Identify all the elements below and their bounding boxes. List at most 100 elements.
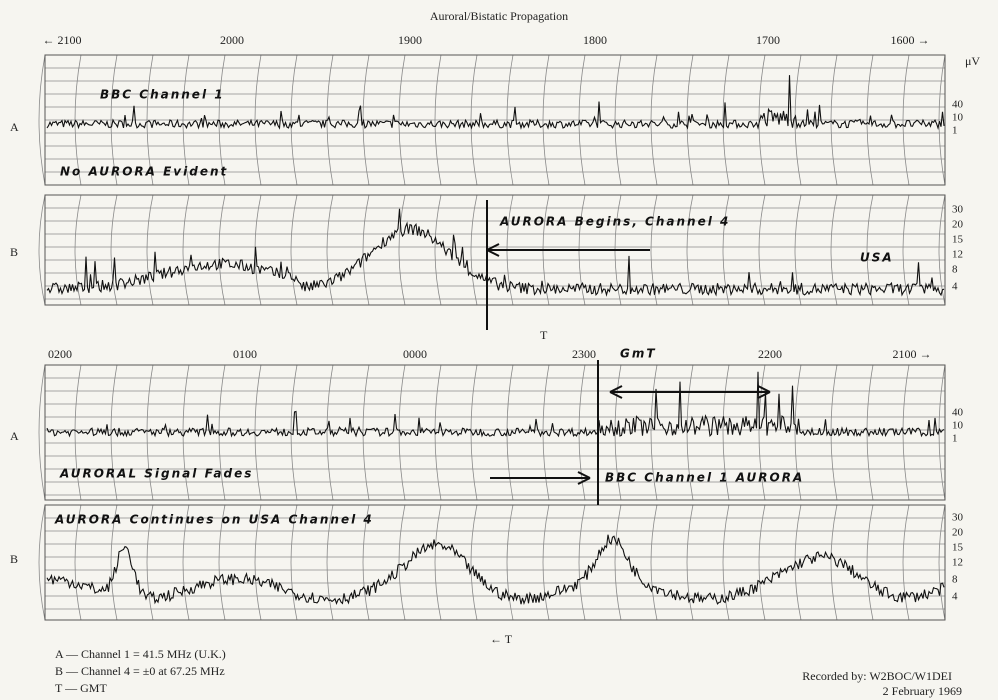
grid-line [362, 504, 370, 621]
grid-line [722, 194, 730, 306]
date: 2 February 1969 [883, 684, 962, 698]
grid-line [290, 54, 298, 186]
grid-line [794, 194, 802, 306]
arrowhead [609, 385, 771, 399]
grid-line [470, 54, 478, 186]
time-label: 1800 [583, 33, 607, 47]
grid-line [542, 504, 550, 621]
grid-line [830, 54, 838, 186]
panel-border [44, 54, 946, 186]
grid-line [362, 364, 370, 501]
scale-label: 15 [952, 234, 964, 246]
channel-label: B [10, 552, 18, 566]
handwritten-note: USA [860, 251, 894, 265]
time-label: 1700 [756, 33, 780, 47]
grid-line [830, 504, 838, 621]
grid-line [830, 364, 838, 501]
grid-line [398, 54, 406, 186]
grid-line [758, 504, 766, 621]
grid-line [74, 54, 82, 186]
grid-line [434, 504, 442, 621]
unit: μV [965, 54, 980, 68]
handwritten-note: AURORAL Signal Fades [59, 467, 253, 481]
grid-line [326, 364, 334, 501]
grid-line [362, 54, 370, 186]
scale-label: 10 [952, 420, 964, 432]
grid-line [434, 54, 442, 186]
pen-trace [46, 371, 945, 438]
scale-label: 1 [952, 433, 958, 445]
grid-line [830, 194, 838, 306]
grid-line [38, 364, 46, 501]
channel-label: B [10, 245, 18, 259]
scale-label: 4 [952, 591, 958, 603]
grid-line [902, 194, 910, 306]
handwritten-note: BBC Channel 1 [100, 88, 225, 102]
grid-line [290, 194, 298, 306]
time-label: 0100 [233, 347, 257, 361]
grid-line [686, 194, 694, 306]
scale-label: 20 [952, 219, 964, 231]
grid-line [938, 504, 946, 621]
time-label: 2200 [758, 347, 782, 361]
grid-line [218, 194, 226, 306]
grid-line [794, 54, 802, 186]
grid-line [326, 504, 334, 621]
grid-line [650, 504, 658, 621]
handwritten-note: BBC Channel 1 AURORA [605, 471, 804, 485]
legend-entry: A — Channel 1 = 41.5 MHz (U.K.) [55, 647, 226, 661]
handwritten-note: No AURORA Evident [60, 165, 228, 179]
grid-line [326, 194, 334, 306]
grid-line [722, 364, 730, 501]
arrowhead [577, 471, 591, 485]
grid [38, 54, 946, 621]
grid-line [722, 54, 730, 186]
grid-line [470, 194, 478, 306]
grid-line [110, 54, 118, 186]
panel-border [44, 194, 946, 306]
time-label: 2000 [220, 33, 244, 47]
grid-line [182, 504, 190, 621]
handwritten-note: GmT [620, 347, 657, 361]
grid-line [758, 54, 766, 186]
grid-line [182, 364, 190, 501]
time-label: 1600 → [891, 33, 930, 47]
grid-line [938, 194, 946, 306]
grid-line [758, 364, 766, 501]
grid-line [290, 504, 298, 621]
grid-line [254, 504, 262, 621]
grid-line [218, 504, 226, 621]
grid-line [542, 54, 550, 186]
handwritten-note: AURORA Begins, Channel 4 [499, 215, 730, 229]
scale-label: 40 [952, 99, 964, 111]
grid-line [362, 194, 370, 306]
grid-line [434, 194, 442, 306]
pen-trace [46, 534, 945, 606]
grid-line [866, 364, 874, 501]
marker-label: T [540, 328, 548, 342]
grid-line [722, 504, 730, 621]
panel-border [44, 504, 946, 621]
grid-line [506, 504, 514, 621]
time-label: 2300 [572, 347, 596, 361]
scale-label: 20 [952, 527, 964, 539]
scale-label: 10 [952, 112, 964, 124]
time-label: 0200 [48, 347, 72, 361]
panel-border [44, 364, 946, 501]
arrowhead [486, 243, 500, 257]
pen-trace [46, 208, 945, 297]
grid-line [902, 54, 910, 186]
time-label: 0000 [403, 347, 427, 361]
grid-line [578, 54, 586, 186]
grid-line [686, 364, 694, 501]
scale-label: 30 [952, 204, 964, 216]
grid-line [146, 54, 154, 186]
channel-label: A [10, 120, 19, 134]
grid-line [110, 364, 118, 501]
grid-line [74, 504, 82, 621]
handwritten-note: AURORA Continues on USA Channel 4 [54, 513, 374, 527]
pen-trace [46, 75, 945, 130]
grid-line [614, 54, 622, 186]
